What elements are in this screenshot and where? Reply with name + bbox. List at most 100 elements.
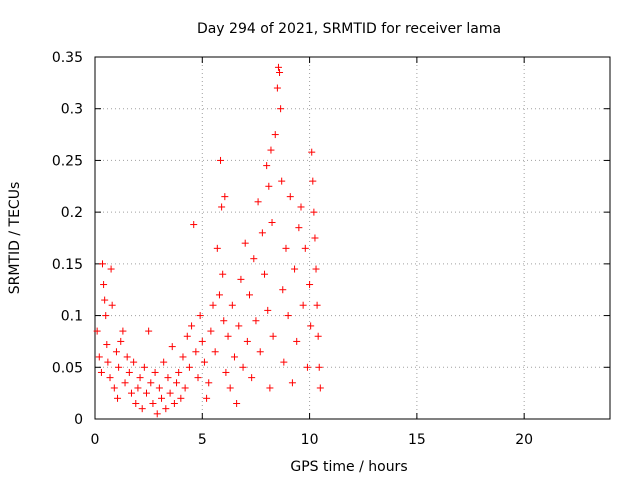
data-point: [309, 177, 317, 185]
data-point: [295, 224, 303, 232]
data-point: [265, 182, 273, 190]
y-tick-label: 0.1: [61, 309, 83, 325]
data-point: [215, 291, 223, 299]
x-tick-label: 10: [301, 432, 319, 448]
data-point: [203, 394, 211, 402]
data-point: [108, 301, 116, 309]
data-point: [276, 69, 284, 77]
data-point: [258, 229, 266, 237]
plot-frame: [94, 56, 611, 420]
y-tick-label: 0.2: [61, 205, 83, 221]
data-point: [103, 341, 111, 349]
data-point: [264, 306, 272, 314]
data-point: [160, 358, 168, 366]
data-point: [226, 384, 234, 392]
data-point: [224, 332, 232, 340]
data-point: [196, 312, 204, 320]
data-point: [130, 358, 138, 366]
data-point: [217, 156, 225, 164]
chart-title: Day 294 of 2021, SRMTID for receiver lam…: [197, 21, 501, 37]
data-point: [181, 384, 189, 392]
y-tick-label: 0: [74, 412, 83, 428]
data-point: [147, 379, 155, 387]
data-point: [200, 358, 208, 366]
grid-lines: [95, 57, 610, 419]
data-point: [293, 337, 301, 345]
data-point: [248, 374, 256, 382]
data-point: [123, 353, 131, 361]
data-point: [158, 394, 166, 402]
data-point: [143, 389, 150, 397]
data-point: [222, 368, 230, 376]
data-point: [280, 358, 288, 366]
data-point: [274, 63, 282, 71]
data-point: [207, 327, 215, 335]
x-tick-label: 15: [408, 432, 426, 448]
data-point: [239, 363, 247, 371]
data-point: [117, 337, 125, 345]
data-point: [185, 363, 193, 371]
data-point: [269, 332, 277, 340]
data-point: [266, 384, 274, 392]
data-points: [93, 63, 324, 418]
data-point: [194, 374, 202, 382]
data-point: [198, 337, 206, 345]
data-point: [288, 379, 296, 387]
data-point: [314, 332, 322, 340]
data-point: [256, 348, 264, 356]
x-tick-label: 5: [198, 432, 207, 448]
data-point: [237, 275, 245, 283]
data-point: [104, 358, 112, 366]
y-tick-label: 0.15: [52, 257, 83, 273]
y-tick-label: 0.25: [52, 153, 83, 169]
data-point: [213, 244, 221, 252]
data-point: [107, 265, 115, 273]
data-point: [175, 368, 183, 376]
data-point: [95, 353, 103, 361]
data-point: [110, 384, 118, 392]
data-point: [164, 374, 172, 382]
data-point: [233, 399, 241, 407]
data-point: [93, 327, 101, 335]
data-point: [99, 260, 107, 268]
data-point: [134, 384, 142, 392]
data-point: [102, 312, 110, 320]
y-tick-label: 0.05: [52, 360, 83, 376]
data-point: [179, 353, 187, 361]
data-point: [267, 146, 275, 154]
data-point: [183, 332, 191, 340]
data-point: [279, 286, 287, 294]
data-point: [145, 327, 153, 335]
data-point: [140, 363, 148, 371]
data-point: [190, 221, 198, 229]
data-point: [306, 281, 314, 289]
data-point: [297, 203, 305, 211]
data-point: [246, 291, 253, 299]
data-point: [241, 239, 249, 247]
data-point: [125, 368, 133, 376]
data-point: [151, 368, 159, 376]
data-point: [254, 198, 262, 206]
data-point: [101, 296, 109, 304]
data-point: [168, 343, 176, 351]
data-point: [170, 399, 178, 407]
data-point: [173, 379, 181, 387]
data-point: [308, 148, 316, 156]
data-point: [188, 322, 196, 330]
data-point: [219, 270, 227, 278]
data-point: [115, 363, 123, 371]
data-point: [278, 177, 286, 185]
data-point: [311, 234, 319, 242]
data-point: [301, 244, 309, 252]
data-point: [132, 399, 140, 407]
data-point: [299, 301, 307, 309]
data-point: [312, 265, 320, 273]
data-point: [119, 327, 127, 335]
data-point: [121, 379, 129, 387]
data-point: [313, 301, 321, 309]
data-point: [273, 84, 281, 92]
data-point: [211, 348, 219, 356]
data-point: [138, 405, 146, 413]
data-point: [271, 131, 279, 139]
